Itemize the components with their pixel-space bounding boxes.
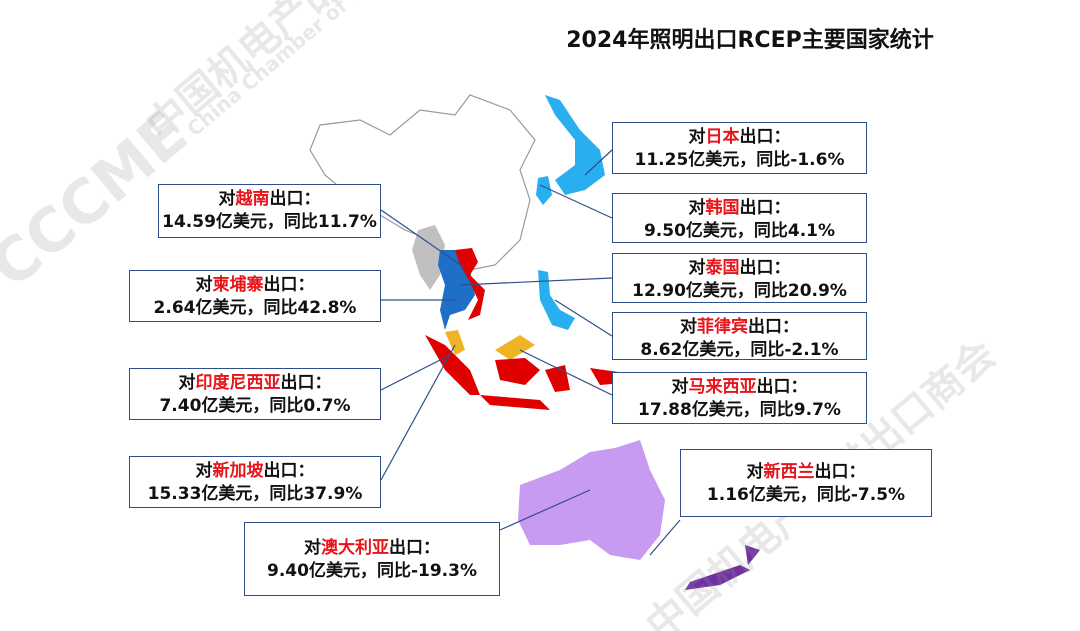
philippines: [538, 270, 575, 330]
suffix: 出口：: [269, 189, 321, 209]
indonesia: [425, 335, 640, 410]
prefix: 对: [688, 258, 706, 278]
suffix: 出口：: [739, 198, 791, 218]
japan: [545, 95, 605, 195]
prefix: 对: [178, 373, 196, 393]
australia: [518, 440, 665, 560]
callout-heading: 对印度尼西亚出口：: [130, 372, 380, 395]
callout-detail: 2.64亿美元，同比42.8%: [153, 298, 357, 318]
suffix: 出口：: [814, 462, 866, 482]
callout: 对新西兰出口： 1.16亿美元，同比-7.5%: [680, 449, 932, 517]
callout: 对日本出口： 11.25亿美元，同比-1.6%: [612, 122, 867, 174]
leader-lines: [380, 149, 681, 556]
callout-detail: 7.40亿美元，同比0.7%: [159, 396, 351, 416]
callout-detail: 17.88亿美元，同比9.7%: [638, 400, 841, 420]
country: 泰国: [705, 258, 740, 278]
callout: 对印度尼西亚出口： 7.40亿美元，同比0.7%: [129, 368, 381, 420]
suffix: 出口：: [263, 275, 315, 295]
country: 日本: [705, 127, 740, 147]
country: 菲律宾: [697, 317, 748, 337]
callout-detail: 9.50亿美元，同比4.1%: [643, 221, 836, 241]
country: 马来西亚: [688, 377, 757, 397]
malaysia: [445, 330, 535, 360]
callout-detail: 12.90亿美元，同比20.9%: [632, 281, 847, 301]
suffix: 出口：: [263, 461, 315, 481]
prefix: 对: [195, 461, 213, 481]
callout-heading: 对柬埔寨出口：: [130, 274, 380, 297]
callout-detail: 1.16亿美元，同比-7.5%: [706, 485, 906, 505]
callout-heading: 对马来西亚出口：: [613, 376, 866, 399]
prefix: 对: [688, 127, 706, 147]
korea: [536, 176, 552, 205]
callout-detail: 14.59亿美元，同比11.7%: [162, 212, 377, 232]
callout-heading: 对新西兰出口：: [681, 461, 931, 484]
suffix: 出口：: [280, 373, 332, 393]
country: 柬埔寨: [212, 275, 264, 295]
callout: 对新加坡出口： 15.33亿美元，同比37.9%: [129, 456, 381, 508]
new-zealand: [685, 545, 760, 590]
callout-detail: 11.25亿美元，同比-1.6%: [634, 150, 845, 170]
callout: 对韩国出口： 9.50亿美元，同比4.1%: [612, 193, 867, 243]
callout-heading: 对澳大利亚出口：: [245, 537, 499, 560]
myanmar: [412, 225, 445, 290]
suffix: 出口：: [739, 127, 791, 147]
country: 韩国: [705, 198, 740, 218]
suffix: 出口：: [748, 317, 799, 337]
suffix: 出口：: [389, 538, 440, 558]
callout-heading: 对新加坡出口：: [130, 460, 380, 483]
callout-detail: 9.40亿美元，同比-19.3%: [267, 561, 477, 581]
callout-heading: 对越南出口：: [159, 188, 380, 211]
callout: 对柬埔寨出口： 2.64亿美元，同比42.8%: [129, 270, 381, 322]
callout-heading: 对菲律宾出口：: [613, 316, 866, 339]
prefix: 对: [680, 317, 697, 337]
prefix: 对: [671, 377, 689, 397]
callout-detail: 8.62亿美元，同比-2.1%: [640, 340, 839, 360]
prefix: 对: [746, 462, 764, 482]
callout: 对泰国出口： 12.90亿美元，同比20.9%: [612, 253, 867, 303]
suffix: 出口：: [756, 377, 808, 397]
callout: 对越南出口： 14.59亿美元，同比11.7%: [158, 184, 381, 238]
country: 新加坡: [212, 461, 264, 481]
title: 2024年照明出口RCEP主要国家统计: [566, 28, 934, 53]
callout-heading: 对日本出口：: [613, 126, 866, 149]
callout-heading: 对泰国出口：: [613, 257, 866, 280]
callout: 对马来西亚出口： 17.88亿美元，同比9.7%: [612, 372, 867, 424]
country: 印度尼西亚: [195, 373, 281, 393]
suffix: 出口：: [739, 258, 791, 278]
prefix: 对: [195, 275, 213, 295]
callout-detail: 15.33亿美元，同比37.9%: [147, 484, 363, 504]
country: 新西兰: [763, 462, 815, 482]
callout-heading: 对韩国出口：: [613, 197, 866, 220]
country: 澳大利亚: [321, 538, 389, 558]
prefix: 对: [218, 189, 236, 209]
prefix: 对: [304, 538, 321, 558]
callout: 对澳大利亚出口： 9.40亿美元，同比-19.3%: [244, 522, 500, 596]
country: 越南: [235, 189, 270, 209]
callout: 对菲律宾出口： 8.62亿美元，同比-2.1%: [612, 312, 867, 360]
prefix: 对: [688, 198, 706, 218]
